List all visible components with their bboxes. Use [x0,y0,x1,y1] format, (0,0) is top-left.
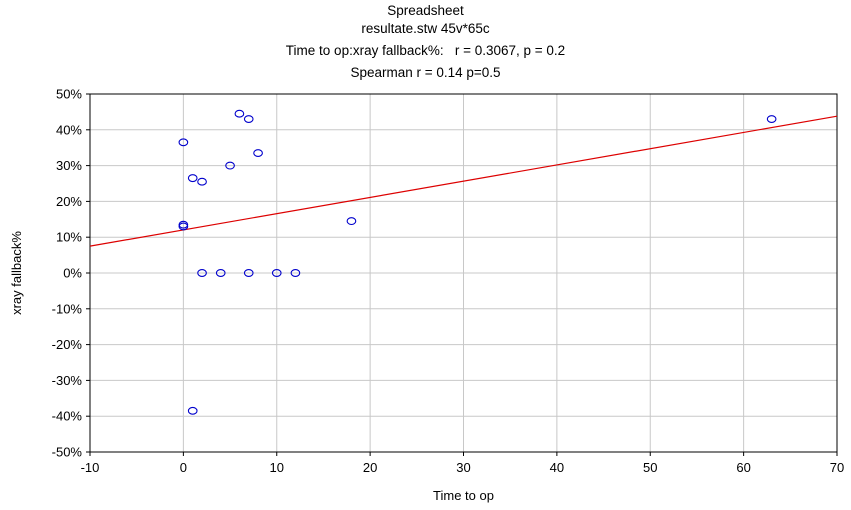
data-point [215,269,226,277]
x-tick-label: 60 [736,460,750,475]
y-tick-label: 30% [56,158,82,173]
x-tick-label: 70 [830,460,844,475]
data-point [271,269,282,277]
data-point [187,174,198,183]
x-tick-label: 50 [643,460,657,475]
correlation-annotation: Time to op:xray fallback%: r = 0.3067, p… [285,43,566,58]
data-point [225,161,235,170]
data-point [253,149,263,158]
x-axis-label: Time to op [433,488,494,503]
x-tick-label: -10 [81,460,100,475]
data-point [178,138,189,147]
y-tick-label: 10% [56,230,82,245]
data-point [178,222,189,231]
chart-subtitle: resultate.stw 45v*65c [361,21,490,36]
regression-line [89,115,838,247]
y-tick-label: -40% [52,409,83,424]
y-tick-label: -10% [52,301,83,316]
y-tick-label: -20% [52,337,83,352]
grid [89,93,838,453]
data-point [766,115,777,124]
data-point [197,177,207,186]
data-point [290,269,301,277]
x-tick-label: 40 [550,460,564,475]
y-axis-label: xray fallback% [9,231,24,315]
spearman-annotation: Spearman r = 0.14 p=0.5 [350,65,501,80]
x-tick-label: 10 [270,460,284,475]
x-tick-label: 20 [363,460,377,475]
y-tick-label: 50% [56,87,82,102]
y-tick-label: -50% [52,445,83,460]
y-tick-label: 20% [56,194,82,209]
data-point [243,269,254,277]
axis-ticks: -10 0 10 20 30 40 50 60 70 -50% -40% -30% -20% -10% 0%… [52,87,845,476]
x-tick-label: 30 [456,460,470,475]
data-points [178,109,777,415]
data-point [346,217,357,226]
data-point [243,115,254,124]
y-tick-label: -30% [52,373,83,388]
data-point [187,406,198,415]
y-tick-label: 40% [56,122,82,137]
data-point [197,269,207,277]
chart-title: Spreadsheet [387,3,464,18]
x-tick-label: 0 [180,460,187,475]
y-tick-label: 0% [63,266,82,281]
data-point [234,109,245,118]
